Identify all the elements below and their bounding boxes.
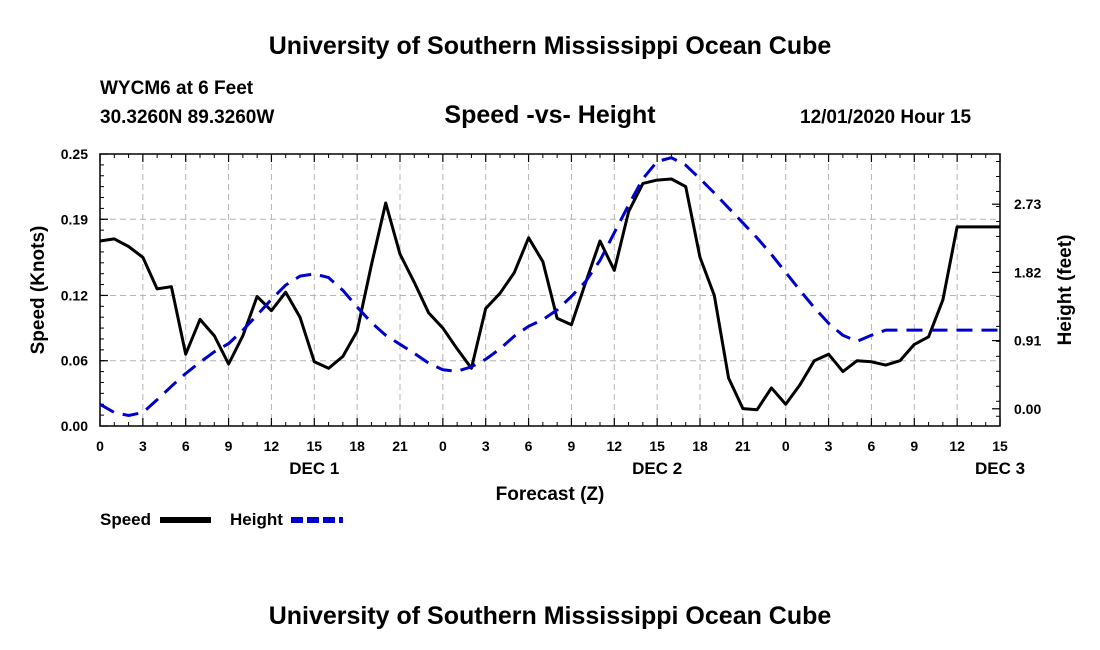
- y-tick-label: 0.19: [61, 211, 88, 227]
- x-tick-label: 18: [349, 438, 365, 454]
- x-tick-label: 0: [439, 438, 447, 454]
- y-tick-label: 0.06: [61, 353, 88, 369]
- x-tick-label: 9: [225, 438, 233, 454]
- y-axis-title: Speed (Knots): [28, 226, 49, 355]
- footer-title: University of Southern Mississippi Ocean…: [268, 602, 832, 630]
- x-tick-label: 3: [139, 438, 147, 454]
- y2-tick-label: 2.73: [1014, 196, 1041, 212]
- date-label: DEC 1: [289, 459, 339, 478]
- x-tick-label: 3: [482, 438, 490, 454]
- x-tick-label: 15: [992, 438, 1008, 454]
- x-tick-label: 21: [392, 438, 408, 454]
- y-tick-label: 0.12: [61, 287, 88, 303]
- x-tick-label: 9: [568, 438, 576, 454]
- chart-title: Speed -vs- Height: [444, 101, 656, 129]
- x-tick-label: 12: [264, 438, 280, 454]
- x-tick-label: 0: [96, 438, 104, 454]
- y2-axis-title: Height (feet): [1055, 235, 1076, 346]
- height-series-line: [99, 156, 1000, 417]
- x-tick-label: 12: [949, 438, 965, 454]
- y-tick-label: 0.25: [61, 146, 88, 162]
- station-label: WYCM6 at 6 Feet: [100, 78, 254, 99]
- x-tick-label: 0: [782, 438, 790, 454]
- y2-tick-label: 0.91: [1014, 333, 1041, 349]
- date-label: DEC 2: [632, 459, 682, 478]
- x-tick-label: 9: [910, 438, 918, 454]
- x-tick-label: 18: [692, 438, 708, 454]
- x-tick-label: 6: [525, 438, 533, 454]
- x-tick-label: 15: [649, 438, 665, 454]
- legend-speed-label: Speed: [100, 510, 151, 529]
- x-tick-label: 6: [182, 438, 190, 454]
- page-title: University of Southern Mississippi Ocean…: [268, 32, 832, 60]
- plot-frame: [99, 153, 1001, 427]
- legend-height-label: Height: [230, 510, 283, 529]
- date-label: DEC 3: [975, 459, 1025, 478]
- y-tick-label: 0.00: [61, 418, 88, 434]
- location-label: 30.3260N 89.3260W: [100, 107, 275, 128]
- y2-tick-label: 1.82: [1014, 264, 1041, 280]
- x-tick-label: 6: [868, 438, 876, 454]
- x-axis-title: Forecast (Z): [496, 484, 605, 505]
- x-tick-label: 15: [306, 438, 322, 454]
- y2-tick-label: 0.00: [1014, 401, 1041, 417]
- speed-series-line: [99, 177, 1000, 412]
- x-tick-label: 21: [735, 438, 751, 454]
- x-tick-label: 3: [825, 438, 833, 454]
- datetime-label: 12/01/2020 Hour 15: [800, 107, 972, 128]
- x-tick-label: 12: [606, 438, 622, 454]
